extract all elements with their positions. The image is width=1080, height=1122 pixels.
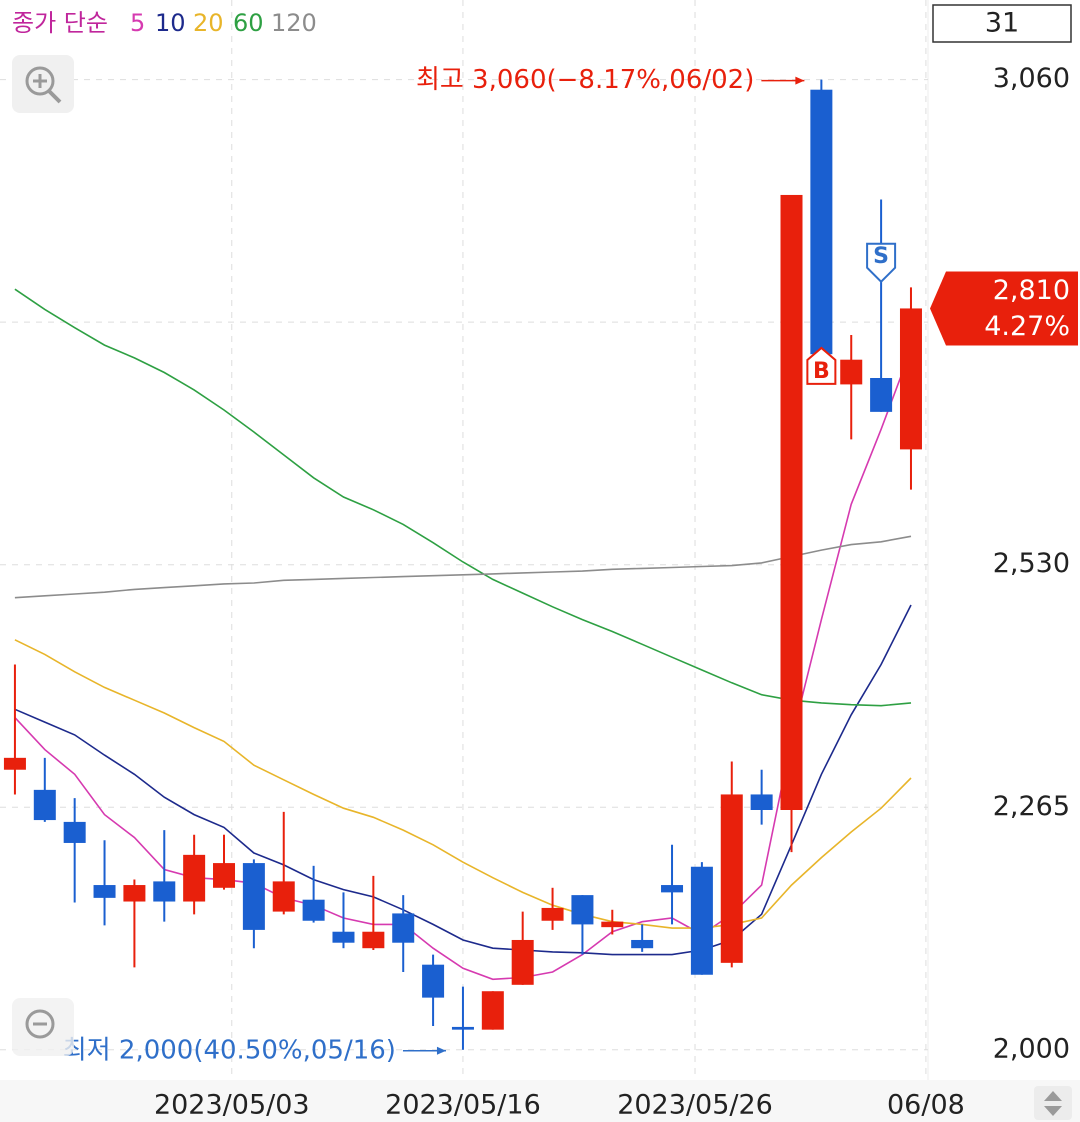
x-tick-label: 2023/05/26 bbox=[617, 1090, 773, 1121]
zoom-out-icon bbox=[25, 1009, 55, 1039]
zoom-in-icon bbox=[33, 74, 47, 88]
candle-body bbox=[302, 899, 325, 921]
candle-body bbox=[481, 991, 504, 1030]
annotation-arrowhead bbox=[795, 76, 805, 85]
candle-body bbox=[690, 866, 713, 975]
candle-body bbox=[392, 913, 415, 943]
candle-body bbox=[123, 885, 146, 902]
legend-entry: 10 bbox=[155, 9, 186, 37]
candle-body bbox=[3, 757, 26, 770]
annotation: 최저 2,000(40.50%,05/16) bbox=[63, 1035, 396, 1065]
candle-body bbox=[242, 863, 265, 930]
candle-body bbox=[631, 939, 654, 949]
period-box[interactable] bbox=[932, 4, 1072, 43]
period-value: 31 bbox=[985, 8, 1019, 39]
scroll-icon bbox=[1044, 1091, 1062, 1116]
candle-body bbox=[272, 881, 295, 912]
candle-body bbox=[840, 359, 863, 385]
candle-body bbox=[810, 89, 833, 355]
candle-body bbox=[213, 863, 236, 888]
zoom-in-icon bbox=[25, 66, 55, 96]
candle-body bbox=[571, 895, 594, 925]
zoom-in-icon bbox=[47, 89, 62, 104]
candle-body bbox=[541, 907, 564, 921]
y-tick-label: 3,060 bbox=[993, 63, 1070, 94]
candle-body bbox=[661, 885, 684, 893]
signal-marker bbox=[866, 242, 897, 284]
signal-marker bbox=[806, 346, 837, 385]
last-price-label: 2,810 bbox=[993, 275, 1070, 306]
candle-body bbox=[720, 794, 743, 963]
x-tick-label: 2023/05/03 bbox=[154, 1090, 310, 1121]
ma-line bbox=[14, 288, 912, 707]
candle-body bbox=[362, 931, 385, 949]
y-tick-label: 2,265 bbox=[993, 791, 1070, 822]
zoom-out-button[interactable] bbox=[12, 998, 74, 1056]
candle-body bbox=[601, 921, 624, 928]
candle-body bbox=[750, 794, 773, 810]
candle-body bbox=[33, 789, 56, 821]
y-tick-label: 2,530 bbox=[993, 548, 1070, 579]
last-price-change: 4.27% bbox=[984, 311, 1070, 342]
ma-line bbox=[14, 639, 912, 929]
ma-line bbox=[14, 535, 912, 599]
candle-body bbox=[899, 308, 922, 450]
candle-body bbox=[93, 885, 116, 898]
annotation: 최고 3,060(−8.17%,06/02) bbox=[416, 65, 754, 95]
candle-body bbox=[451, 1026, 474, 1030]
ma-lines bbox=[14, 288, 912, 981]
ma-line bbox=[14, 604, 912, 956]
candle-body bbox=[183, 854, 206, 902]
y-tick-label: 2,000 bbox=[993, 1033, 1070, 1064]
legend-entry: 20 bbox=[193, 9, 224, 37]
x-axis-band bbox=[0, 1080, 1080, 1122]
legend-entry: 5 bbox=[130, 9, 145, 37]
candle-body bbox=[63, 821, 86, 843]
signal-label: B bbox=[813, 359, 830, 384]
candle-body bbox=[511, 939, 534, 985]
candle-body bbox=[870, 378, 893, 412]
zoom-in-button[interactable] bbox=[12, 55, 74, 113]
scroll-button[interactable] bbox=[1034, 1086, 1072, 1120]
overlay: B S 최고 3,060(−8.17%,06/02) 최저 2,000(40.50%,… bbox=[63, 65, 1078, 1065]
legend-entry: 120 bbox=[271, 9, 317, 37]
candle-body bbox=[153, 881, 176, 902]
signal-label: S bbox=[873, 244, 889, 269]
candle-body bbox=[422, 964, 445, 998]
legend-title: 종가 단순 bbox=[12, 9, 108, 37]
candle-body bbox=[332, 931, 355, 943]
annotation-arrowhead bbox=[436, 1046, 446, 1055]
candles bbox=[3, 79, 922, 1050]
last-price-box bbox=[930, 271, 1078, 346]
candle-body bbox=[780, 194, 803, 810]
x-tick-label: 2023/05/16 bbox=[385, 1090, 541, 1121]
legend-entry: 60 bbox=[233, 9, 264, 37]
x-tick-label: 06/08 bbox=[887, 1090, 965, 1121]
